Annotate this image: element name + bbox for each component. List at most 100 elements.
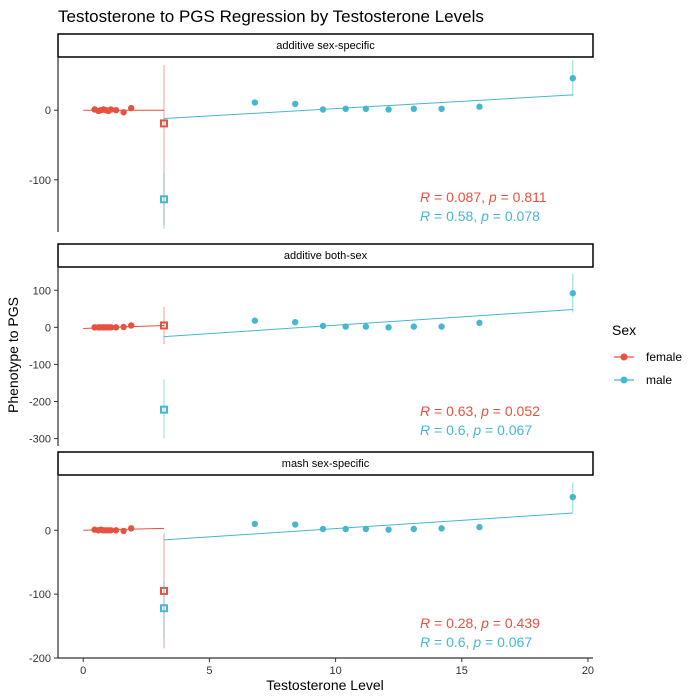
- stat-annotation-part: = 0.439: [489, 615, 540, 631]
- y-tick-label: -100: [29, 359, 51, 371]
- data-point-female: [112, 324, 120, 331]
- stat-annotation-part: = 0.087,: [430, 189, 489, 205]
- x-axis: 0 5 10 15 20: [58, 657, 594, 677]
- series-female: [83, 64, 168, 226]
- x-tick-label: 5: [206, 665, 212, 677]
- fit-line-male: [163, 94, 573, 120]
- data-point-male: [342, 525, 349, 533]
- data-point-male: [319, 322, 327, 330]
- data-point-male: [319, 525, 327, 533]
- series-female: [83, 525, 168, 649]
- stat-annotation-part: = 0.078: [489, 208, 540, 224]
- x-tick-label: 0: [80, 665, 86, 677]
- panel-strip-label: additive sex-specific: [276, 40, 375, 52]
- data-point-male: [569, 74, 577, 82]
- legend-entry-male: male: [646, 373, 672, 387]
- data-point-male: [362, 105, 370, 113]
- data-point-male: [251, 99, 259, 106]
- data-point-male: [342, 105, 349, 113]
- y-tick-label: -200: [29, 653, 51, 665]
- y-tick-label: 0: [45, 105, 51, 117]
- data-point-male: [410, 525, 418, 533]
- legend-entry-female: female: [646, 350, 682, 364]
- stat-annotation-part: p: [480, 403, 489, 419]
- stat-annotation-part: p: [480, 615, 489, 631]
- panel-strip: [57, 33, 594, 58]
- data-point-male: [385, 526, 392, 533]
- data-point-female: [107, 324, 115, 331]
- x-tick-label: 10: [329, 665, 341, 677]
- stat-annotation-part: = 0.28,: [430, 615, 481, 631]
- open-point-male: [159, 604, 168, 613]
- legend-key-point-male: [620, 376, 628, 384]
- data-point-male: [385, 106, 392, 113]
- y-tick-label: 0: [45, 322, 51, 334]
- data-point-male: [251, 317, 259, 324]
- x-tick-label: 20: [582, 665, 594, 677]
- panel-2: additive both-sex -300 -200 -100 0 100 R = 0.6…: [29, 243, 594, 446]
- x-axis-label: Testosterone Level: [266, 677, 384, 693]
- stat-annotation-female: R = 0.087, p = 0.811: [420, 189, 547, 205]
- stat-annotation-part: p: [488, 189, 497, 205]
- panel-1: additive sex-specific -100 0 R = 0.087, p =…: [29, 33, 594, 232]
- legend-title: Sex: [612, 322, 636, 338]
- panel-strip-label: additive both-sex: [284, 250, 368, 262]
- stat-annotation-part: = 0.067: [481, 634, 532, 650]
- series-female: [83, 306, 168, 345]
- stat-annotation-part: = 0.6,: [430, 422, 473, 438]
- series-male: [159, 60, 577, 229]
- y-tick-label: -300: [29, 434, 51, 446]
- legend: Sex female male: [612, 322, 682, 387]
- fit-line-male: [163, 309, 573, 338]
- fit-line-male: [163, 512, 573, 541]
- data-point-male: [292, 521, 299, 528]
- y-tick-label: -100: [29, 175, 51, 187]
- data-point-male: [342, 323, 349, 330]
- stat-annotation-part: = 0.067: [481, 422, 532, 438]
- open-point-female: [159, 119, 168, 128]
- y-axis-label: Phenotype to PGS: [5, 297, 21, 413]
- panels-group: additive sex-specific -100 0 R = 0.087, p =…: [29, 33, 594, 665]
- y-tick-label: 100: [33, 285, 51, 297]
- data-point-female: [107, 106, 115, 113]
- data-point-male: [410, 323, 418, 330]
- data-point-female: [112, 107, 120, 114]
- y-tick-label: -200: [29, 397, 51, 409]
- stat-annotation-part: R: [420, 189, 430, 205]
- stat-annotation-female: R = 0.28, p = 0.439: [420, 615, 540, 631]
- stat-annotation-male: R = 0.58, p = 0.078: [420, 208, 540, 224]
- data-point-male: [292, 100, 299, 108]
- panel-strip: [57, 451, 594, 476]
- data-point-male: [438, 525, 445, 532]
- data-point-female: [120, 527, 127, 535]
- data-point-male: [385, 324, 392, 331]
- open-point-male: [159, 195, 168, 204]
- stat-annotation-male: R = 0.6, p = 0.067: [420, 422, 532, 438]
- panel-strip: [57, 243, 594, 268]
- x-tick-label: 15: [456, 665, 468, 677]
- data-point-female: [127, 322, 135, 329]
- stat-annotation-part: R: [420, 634, 430, 650]
- data-point-male: [476, 319, 483, 327]
- open-point-male: [159, 405, 168, 414]
- y-tick-label: -100: [29, 589, 51, 601]
- data-point-male: [251, 520, 259, 528]
- data-point-male: [362, 323, 370, 330]
- stat-annotation-part: = 0.63,: [430, 403, 481, 419]
- stat-annotation-part: p: [480, 208, 489, 224]
- stat-annotation-part: R: [420, 208, 430, 224]
- stat-annotation-part: = 0.052: [489, 403, 540, 419]
- data-point-male: [319, 106, 327, 113]
- stat-annotation-female: R = 0.63, p = 0.052: [420, 403, 540, 419]
- chart-title: Testosterone to PGS Regression by Testos…: [58, 7, 484, 26]
- data-point-male: [292, 318, 299, 326]
- data-point-male: [569, 290, 577, 297]
- data-point-male: [362, 525, 370, 533]
- data-point-male: [438, 105, 445, 113]
- data-point-female: [120, 109, 127, 116]
- data-point-male: [569, 493, 577, 501]
- stat-annotation-part: R: [420, 403, 430, 419]
- open-point-female: [159, 321, 168, 330]
- stat-annotation-part: = 0.6,: [430, 634, 473, 650]
